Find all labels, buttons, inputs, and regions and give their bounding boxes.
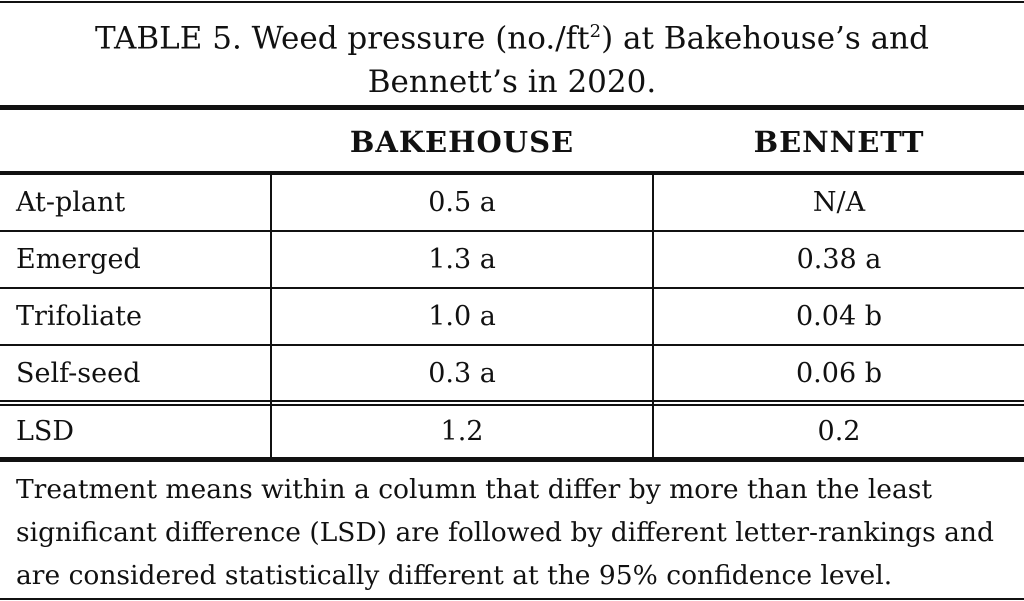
table-title: TABLE 5. Weed pressure (no./ft2) at Bake… [60, 10, 964, 104]
table-cell: 1.2 [440, 416, 484, 447]
row-rule [0, 287, 1024, 289]
row-rule [0, 400, 1024, 402]
footnote: Treatment means within a column that dif… [16, 474, 994, 591]
table-cell: 0.06 b [796, 358, 882, 389]
table-cell: 0.38 a [796, 244, 882, 275]
table-cell: 1.0 a [428, 301, 496, 332]
row-label: LSD [16, 416, 75, 447]
row-label: At-plant [16, 187, 126, 218]
row-rule [0, 344, 1024, 346]
table-cell: 0.3 a [428, 358, 496, 389]
column-header: BAKEHOUSE [349, 124, 575, 159]
row-label: Self-seed [16, 358, 141, 389]
title-superscript: 2 [589, 21, 602, 42]
table-cell: N/A [812, 187, 866, 218]
column-rule [652, 175, 654, 457]
rule [0, 1, 1024, 3]
table-cell: 0.5 a [428, 187, 496, 218]
column-header: BENNETT [753, 124, 925, 159]
column-rule [270, 175, 272, 457]
row-label: Emerged [16, 244, 141, 275]
rule [0, 598, 1024, 600]
table-cell: 0.04 b [796, 301, 882, 332]
table-cell: 0.2 [817, 416, 861, 447]
table-cell: 1.3 a [428, 244, 496, 275]
title-text: ) at Bakehouse’s and Bennett’s in 2020. [367, 20, 929, 101]
row-rule [0, 230, 1024, 232]
rule [0, 171, 1024, 175]
rule [0, 105, 1024, 110]
rule [0, 457, 1024, 462]
title-text: TABLE 5. Weed pressure (no./ft [95, 20, 590, 57]
row-rule [0, 404, 1024, 406]
row-label: Trifoliate [16, 301, 142, 332]
